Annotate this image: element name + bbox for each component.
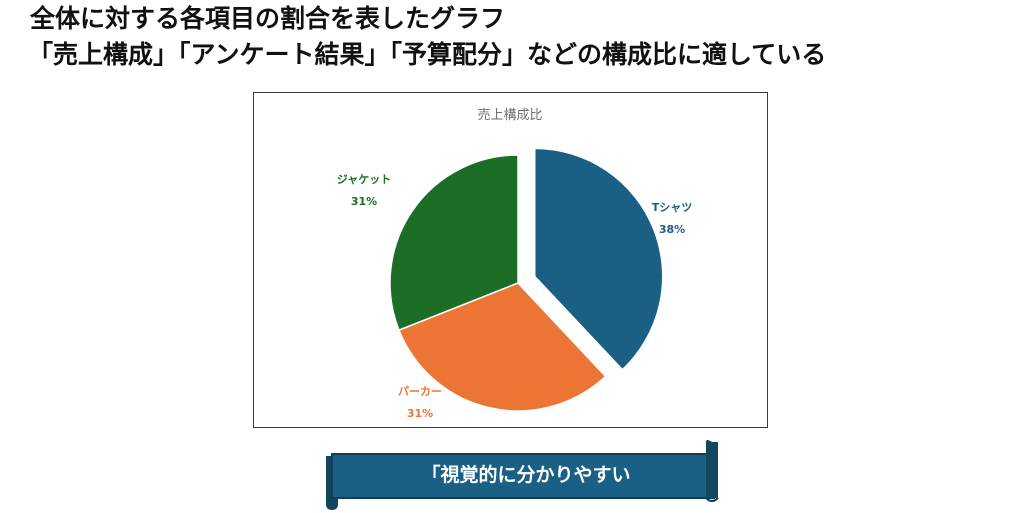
slice-label-percent-3: 31% (351, 195, 377, 208)
pie-chart-canvas: 売上構成比 Tシャツ 38% パーカー 31% ジャケット 31% (337, 107, 692, 420)
banner-text: 「視覚的に分かりやすい (421, 464, 631, 486)
slice-label-percent-1: 38% (659, 223, 685, 236)
pie-chart: 売上構成比 Tシャツ 38% パーカー 31% ジャケット 31% (253, 92, 768, 428)
slice-label-name-3: ジャケット (337, 173, 391, 186)
pie-slice-2 (398, 282, 607, 412)
heading-line-1: 全体に対する各項目の割合を表したグラフ (30, 4, 506, 33)
pie-slices (389, 147, 664, 412)
slice-label-name-2: パーカー (398, 385, 442, 398)
pie-labels: Tシャツ 38% パーカー 31% ジャケット 31% (337, 173, 692, 420)
pie-slice-3 (389, 154, 519, 332)
pie-slice-1 (533, 147, 664, 371)
slice-label-name-1: Tシャツ (652, 201, 693, 214)
scroll-banner-shape (326, 440, 719, 510)
chart-title: 売上構成比 (477, 107, 542, 123)
heading-line-2: 「売上構成」「アンケート結果」「予算配分」などの構成比に適している (28, 40, 827, 69)
slice-label-percent-2: 31% (407, 407, 433, 420)
highlight-banner: 「視覚的に分かりやすい (322, 440, 722, 510)
